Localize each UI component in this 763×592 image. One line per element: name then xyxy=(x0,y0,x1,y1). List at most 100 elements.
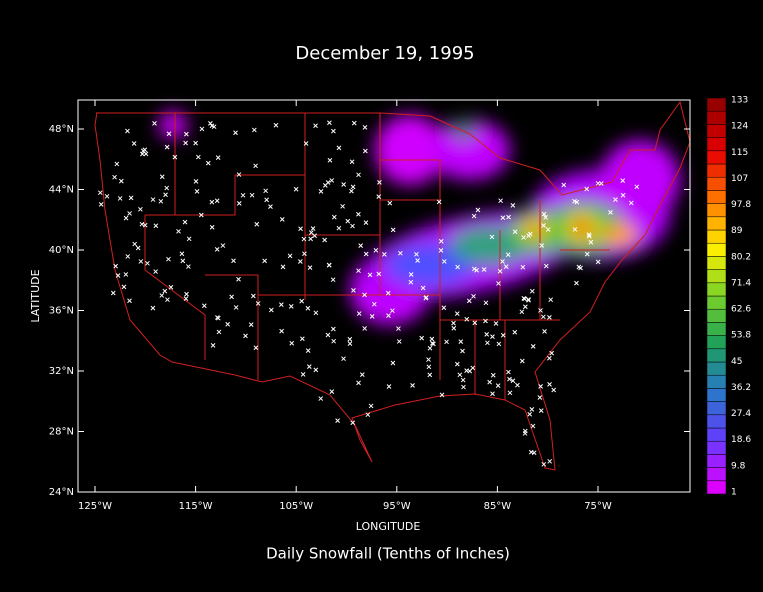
station xyxy=(521,295,527,301)
station xyxy=(349,159,355,165)
station xyxy=(522,431,528,436)
colorbar-box xyxy=(706,176,727,191)
colorbar-box xyxy=(706,163,727,178)
station xyxy=(142,147,148,153)
station xyxy=(548,297,554,303)
station xyxy=(118,178,124,184)
colorbar-label: 71.4 xyxy=(731,278,751,288)
station xyxy=(214,198,220,204)
station xyxy=(500,215,506,221)
colorbar-label: 45 xyxy=(731,357,742,367)
station xyxy=(547,382,552,387)
station xyxy=(163,192,168,198)
station xyxy=(305,305,311,311)
station xyxy=(330,277,336,283)
colorbar-box xyxy=(706,308,727,323)
lat-tick-label: 36°N xyxy=(49,306,74,317)
colorbar-box xyxy=(706,242,727,257)
caption: Daily Snowfall (Tenths of Inches) xyxy=(266,545,510,563)
station xyxy=(98,202,104,207)
station xyxy=(351,287,356,293)
station xyxy=(176,228,181,234)
station xyxy=(215,315,220,320)
station xyxy=(373,247,379,253)
station xyxy=(507,376,512,382)
station xyxy=(182,219,188,225)
station xyxy=(308,230,314,236)
colorbar-box xyxy=(706,190,727,204)
station xyxy=(335,418,340,423)
station xyxy=(376,194,382,199)
station xyxy=(233,130,238,136)
station xyxy=(522,304,528,310)
station xyxy=(278,302,284,307)
station xyxy=(347,341,353,346)
colorbar-box xyxy=(706,414,727,429)
station xyxy=(142,222,148,228)
colorbar-box xyxy=(706,322,727,336)
station xyxy=(184,291,189,297)
station xyxy=(363,220,369,225)
station xyxy=(538,408,544,414)
lat-tick-label: 44°N xyxy=(49,185,74,196)
colorbar-box xyxy=(706,282,727,297)
colorbar-box xyxy=(706,374,727,389)
station xyxy=(225,321,231,327)
station xyxy=(529,407,535,412)
station xyxy=(162,288,168,294)
station xyxy=(500,332,506,338)
colorbar-label: 115 xyxy=(731,148,748,158)
station xyxy=(236,200,242,206)
station xyxy=(299,298,305,304)
station xyxy=(541,223,546,228)
station xyxy=(561,182,567,188)
station xyxy=(279,217,285,222)
station xyxy=(327,157,333,163)
station xyxy=(194,188,200,194)
station xyxy=(528,449,534,455)
station xyxy=(483,300,489,306)
station xyxy=(299,336,305,342)
colorbar-label: 1 xyxy=(731,488,737,498)
station xyxy=(180,258,186,264)
station xyxy=(586,232,592,237)
station xyxy=(410,383,415,388)
station xyxy=(358,243,364,248)
station xyxy=(179,251,185,257)
station xyxy=(273,122,279,128)
station xyxy=(441,305,447,311)
station xyxy=(419,335,425,341)
station xyxy=(168,284,174,290)
station xyxy=(489,234,495,240)
y-axis-label: LATITUDE xyxy=(29,269,42,322)
station xyxy=(529,288,535,294)
station xyxy=(454,311,460,316)
station xyxy=(367,272,373,278)
station xyxy=(350,184,356,190)
station xyxy=(114,161,120,167)
station xyxy=(138,206,143,212)
station xyxy=(519,358,525,364)
station xyxy=(497,268,503,274)
colorbar-label: 9.8 xyxy=(731,461,746,471)
station xyxy=(515,382,520,388)
station xyxy=(519,309,525,315)
station xyxy=(438,248,444,253)
station xyxy=(500,259,505,264)
station xyxy=(233,305,239,310)
station xyxy=(381,252,387,257)
station xyxy=(527,231,533,237)
station xyxy=(236,276,241,282)
station xyxy=(251,127,257,133)
colorbar-box xyxy=(706,388,727,402)
station xyxy=(318,396,324,401)
station xyxy=(423,295,429,300)
station xyxy=(166,256,171,262)
lon-tick-label: 115°W xyxy=(179,501,213,512)
colorbar-box xyxy=(706,440,727,455)
lon-tick-label: 95°W xyxy=(383,501,411,512)
station xyxy=(362,148,368,154)
station xyxy=(506,369,511,375)
station xyxy=(530,344,536,349)
